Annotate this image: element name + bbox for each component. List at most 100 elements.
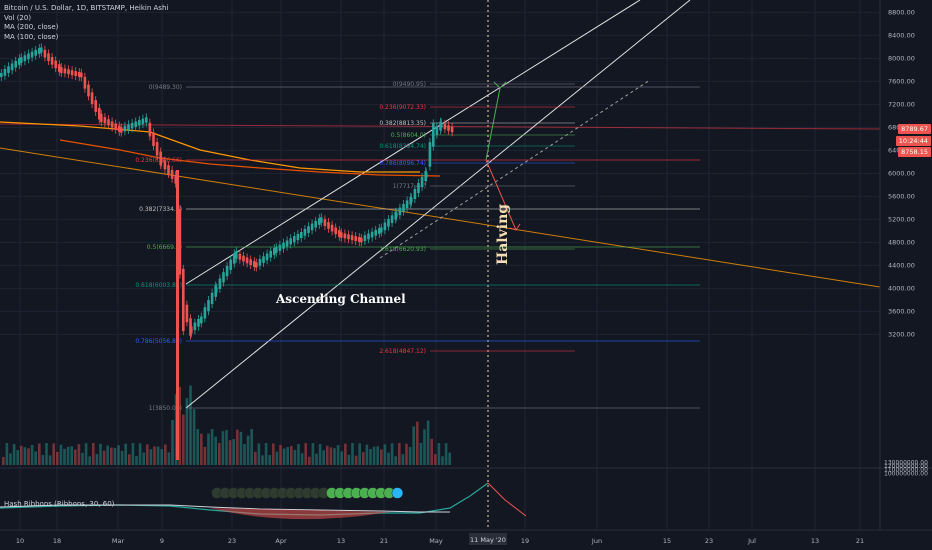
fib-right-label: 0.236(9072.33) xyxy=(379,104,426,111)
volume-bar xyxy=(153,446,156,465)
candle-body xyxy=(262,256,265,263)
candle-body xyxy=(293,236,296,243)
candle-body xyxy=(74,71,77,77)
candle-body xyxy=(235,251,238,259)
volume-bar xyxy=(394,456,397,465)
candle-body xyxy=(215,287,218,293)
candle-body xyxy=(138,120,141,126)
bear-arrow-head xyxy=(509,223,521,231)
volume-bar xyxy=(448,452,451,465)
volume-bar xyxy=(405,443,408,465)
fib-right-label: 0.382(8813.35) xyxy=(379,120,426,127)
candle-body xyxy=(370,231,374,238)
time-tick-label: 21 xyxy=(856,537,864,545)
fib-right-label: 1(7717.44) xyxy=(393,183,426,190)
volume-bar xyxy=(329,447,333,465)
fib-right-label: 0(9490.95) xyxy=(393,81,426,88)
candle-body xyxy=(296,233,300,241)
time-tick-label: Apr xyxy=(275,537,287,545)
candle-body xyxy=(363,235,367,242)
candle-body xyxy=(278,244,282,251)
volume-bar xyxy=(178,386,181,465)
candle-body xyxy=(127,124,130,130)
candle-body xyxy=(327,222,330,229)
volume-bar xyxy=(354,455,358,465)
volume-bar xyxy=(387,452,390,465)
candle-body xyxy=(402,204,405,212)
volume-legend[interactable]: Vol (20) xyxy=(4,13,32,22)
volume-bar xyxy=(365,444,369,465)
fib-left-label: 0.786(5056.80) xyxy=(135,338,182,345)
volume-bar xyxy=(282,448,286,465)
candle-body xyxy=(70,70,74,76)
candle-body xyxy=(210,292,214,304)
hash-ribbons-legend[interactable]: Hash Ribbons (Ribbons, 30, 60) xyxy=(4,500,115,508)
ma200-legend[interactable]: MA (200, close) xyxy=(4,23,59,31)
candle-body xyxy=(20,57,23,63)
volume-bar xyxy=(311,443,315,465)
candle-body xyxy=(94,100,97,112)
volume-bar xyxy=(167,452,171,465)
volume-bar xyxy=(149,449,153,465)
candle-body xyxy=(0,73,3,77)
candle-body xyxy=(110,121,114,128)
candle-body xyxy=(320,217,323,223)
candle-body xyxy=(80,72,83,78)
volume-bar xyxy=(380,449,383,465)
hash-tick-label: 110000000.00 xyxy=(884,467,928,474)
candle-body xyxy=(203,307,207,319)
volume-bar xyxy=(264,443,268,465)
fib-right-label: 0.786(8096.74) xyxy=(379,160,426,167)
long-downtrend-line xyxy=(0,147,881,288)
ma100-legend[interactable]: MA (100, close) xyxy=(4,32,59,41)
fib-left-label: 0.382(7334.4) xyxy=(139,206,182,213)
candle-body xyxy=(167,165,170,174)
volume-bar xyxy=(376,446,379,465)
crash-candle xyxy=(176,170,179,460)
volume-bar xyxy=(12,444,16,465)
candle-body xyxy=(330,224,334,232)
volume-bar xyxy=(23,447,27,465)
candle-body xyxy=(7,66,10,73)
candle-body xyxy=(107,119,110,126)
symbol-title[interactable]: Bitcoin / U.S. Dollar, 1D, BITSTAMP, Hei… xyxy=(4,4,169,12)
candle-body xyxy=(249,259,252,266)
channel-upper-line xyxy=(185,0,641,285)
volume-bar xyxy=(218,442,221,465)
candle-body xyxy=(303,228,307,236)
candle-body xyxy=(10,63,14,71)
candle-body xyxy=(390,215,394,223)
volume-bar xyxy=(257,443,261,465)
volume-bar xyxy=(88,456,91,465)
hash-tick-label: 120000000.00 xyxy=(884,463,928,470)
volume-bar xyxy=(203,446,207,465)
volume-bar xyxy=(322,450,325,465)
candle-body xyxy=(23,55,27,62)
candle-body xyxy=(90,92,94,105)
volume-bar xyxy=(117,445,120,465)
volume-bar xyxy=(200,433,203,465)
candle-body xyxy=(405,200,409,208)
volume-bar xyxy=(77,444,81,465)
price-tick-label: 7200.00 xyxy=(888,100,915,108)
ma-price-tag: 8758.15 xyxy=(898,147,931,157)
volume-bar xyxy=(142,452,145,465)
candle-body xyxy=(155,142,159,156)
volume-bar xyxy=(196,429,199,465)
candle-body xyxy=(58,64,61,72)
candle-body xyxy=(197,319,200,327)
candle-body xyxy=(43,49,47,58)
volume-bar xyxy=(113,447,117,465)
volume-bar xyxy=(63,448,66,465)
time-tick-label: Jul xyxy=(747,537,756,545)
volume-bar xyxy=(182,414,185,465)
hash-ribbon-slow xyxy=(0,504,450,513)
candle-body xyxy=(340,232,343,238)
candle-body xyxy=(134,121,137,127)
candle-body xyxy=(425,172,428,178)
price-tick-label: 4800.00 xyxy=(888,238,915,246)
volume-bar xyxy=(99,443,102,465)
volume-bar xyxy=(81,452,84,465)
